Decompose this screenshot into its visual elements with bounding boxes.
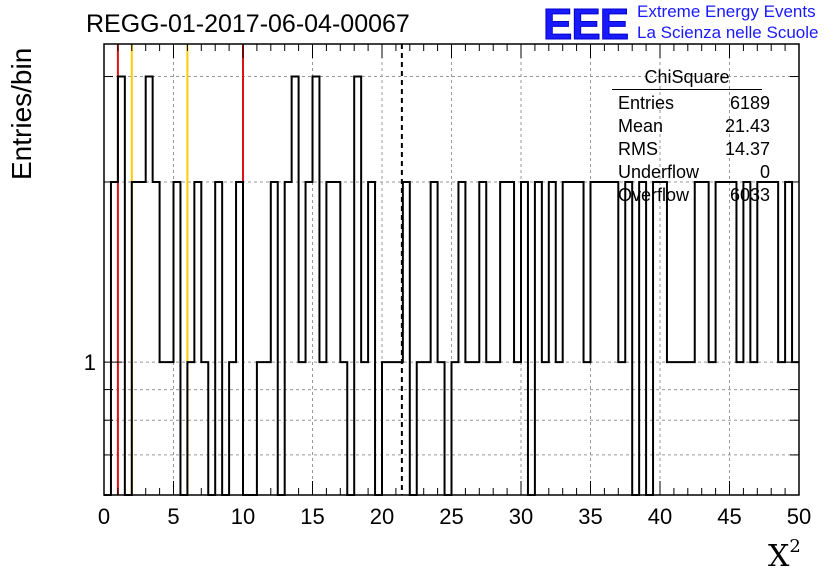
stats-value: 14.37: [724, 139, 770, 159]
axis-ticks: [103, 44, 800, 496]
stats-row-entries: Entries 6189: [612, 92, 774, 115]
x-axis-label-superscript: 2: [789, 536, 801, 557]
x-tick-labels: 0 5 10 15 20 25 30 35 40 45 50: [98, 504, 811, 529]
x-axis-label-base: X: [768, 539, 790, 574]
x-tick-label: 20: [370, 504, 394, 529]
x-tick-label: 35: [578, 504, 602, 529]
x-tick-label: 45: [717, 504, 741, 529]
stats-row-mean: Mean 21.43: [612, 115, 774, 138]
stats-value: 6033: [729, 185, 770, 205]
y-tick-labels: 1: [84, 350, 96, 375]
x-tick-label: 5: [167, 504, 179, 529]
x-tick-label: 40: [648, 504, 672, 529]
x-axis-label: X2: [768, 536, 801, 574]
stats-row-underflow: Underflow 0: [612, 161, 774, 184]
stats-row-overflow: Overflow 6033: [612, 184, 774, 207]
x-tick-label: 50: [787, 504, 811, 529]
y-axis-label: Entries/bin: [6, 47, 37, 180]
logo-caption-line1: Extreme Energy Events: [637, 2, 816, 21]
stats-value: 6189: [729, 93, 770, 113]
stats-title: ChiSquare: [612, 67, 762, 90]
stats-label: Overflow: [618, 185, 690, 205]
stats-label: RMS: [618, 139, 658, 159]
logo-caption-line2: La Scienza nelle Scuole: [637, 23, 819, 42]
x-tick-label: 10: [231, 504, 255, 529]
stats-value: 21.43: [724, 116, 770, 136]
y-tick-label: 1: [84, 350, 96, 375]
chart-title: REGG-01-2017-06-04-00067: [86, 10, 410, 38]
x-tick-label: 25: [439, 504, 463, 529]
stats-label: Underflow: [618, 162, 700, 182]
stats-value: 0: [759, 162, 770, 182]
eee-logo: EEE: [542, 0, 629, 50]
stats-label: Entries: [618, 93, 675, 113]
x-tick-label: 30: [509, 504, 533, 529]
x-tick-label: 0: [98, 504, 110, 529]
stats-row-rms: RMS 14.37: [612, 138, 774, 161]
x-tick-label: 15: [300, 504, 324, 529]
stats-label: Mean: [618, 116, 664, 136]
stats-box: ChiSquare Entries 6189 Mean 21.43 RMS 14…: [612, 67, 774, 207]
